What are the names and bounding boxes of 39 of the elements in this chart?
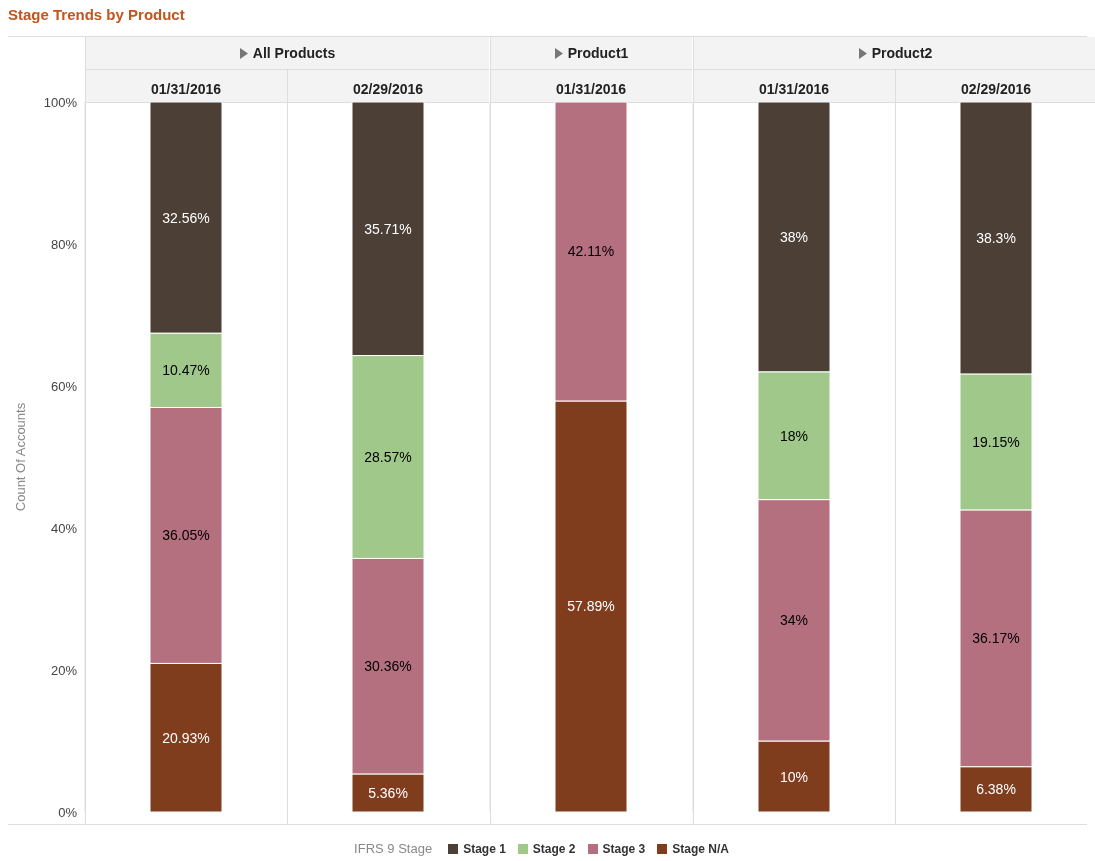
data-label: 38.3% bbox=[976, 229, 1016, 246]
data-label: 35.71% bbox=[364, 220, 412, 237]
data-label: 18% bbox=[779, 427, 809, 444]
chart-title: Product2 bbox=[871, 45, 933, 61]
data-label: 5.36% bbox=[368, 784, 408, 801]
data-label: 10% bbox=[779, 768, 809, 785]
legend-label: Stage 3 bbox=[601, 841, 646, 856]
x-tick-label: 02/29/2016 bbox=[352, 81, 424, 97]
chart-title: Product1 bbox=[567, 45, 629, 61]
data-label: 10.47% bbox=[162, 362, 210, 379]
chart-title: All Products bbox=[252, 45, 336, 61]
x-tick-label: 02/29/2016 bbox=[960, 81, 1032, 97]
legend-label: Stage 1 bbox=[462, 841, 506, 856]
y-tick-label: 80% bbox=[50, 236, 78, 252]
y-axis-title: Count Of Accounts bbox=[12, 402, 28, 512]
y-tick-label: 60% bbox=[50, 378, 78, 394]
legend-label: Stage N/A bbox=[671, 841, 729, 856]
data-label: 19.15% bbox=[972, 433, 1020, 450]
data-label: 57.89% bbox=[567, 598, 615, 615]
data-label: 32.56% bbox=[162, 209, 210, 226]
data-label: 28.57% bbox=[364, 448, 412, 465]
x-tick-label: 01/31/2016 bbox=[150, 81, 222, 97]
data-label: 6.38% bbox=[976, 781, 1016, 798]
y-tick-label: 0% bbox=[58, 804, 78, 820]
data-label: 38% bbox=[779, 228, 809, 245]
x-tick-label: 01/31/2016 bbox=[555, 81, 627, 97]
text: Stage Trends by Product bbox=[8, 6, 185, 23]
data-label: 34% bbox=[779, 612, 809, 629]
legend-label: Stage 2 bbox=[531, 841, 576, 856]
data-label: 30.36% bbox=[364, 658, 412, 675]
data-label: 36.05% bbox=[162, 527, 210, 544]
y-tick-label: 40% bbox=[50, 520, 78, 536]
data-label: 42.11% bbox=[567, 243, 615, 260]
data-label: 36.17% bbox=[972, 630, 1020, 647]
x-tick-label: 01/31/2016 bbox=[758, 81, 830, 97]
legend-title: IFRS 9 Stage bbox=[354, 841, 433, 856]
data-label: 20.93% bbox=[162, 729, 210, 746]
y-tick-label: 100% bbox=[43, 94, 78, 110]
y-tick-label: 20% bbox=[50, 662, 78, 678]
